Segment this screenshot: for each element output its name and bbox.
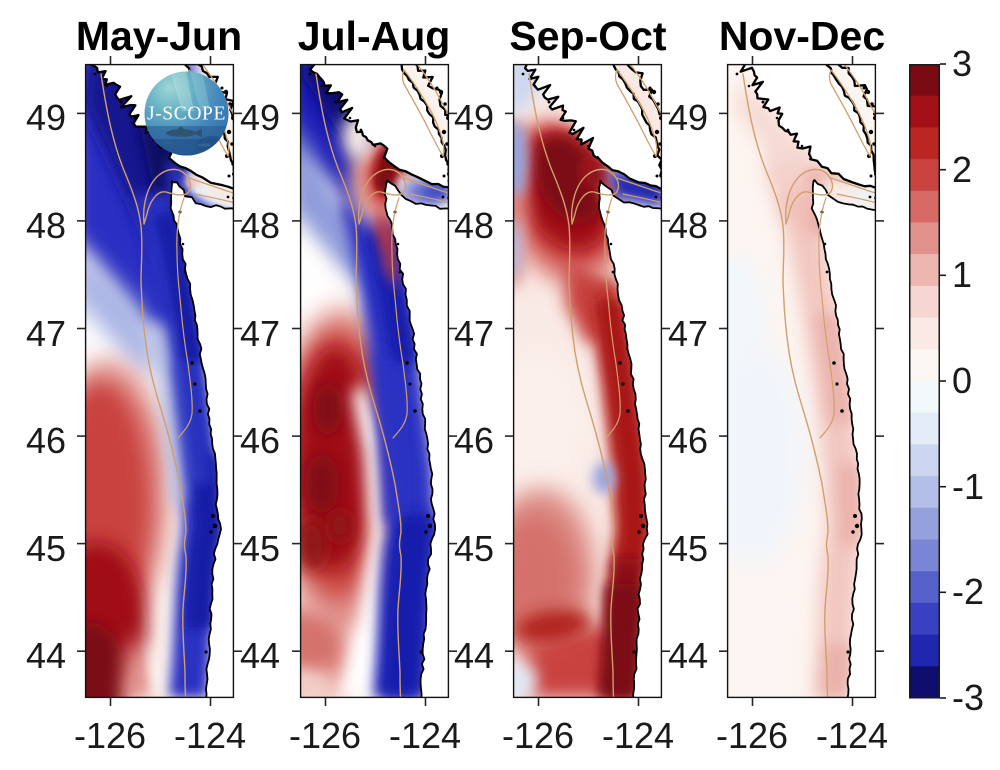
svg-text:J-SCOPE: J-SCOPE <box>147 104 226 125</box>
